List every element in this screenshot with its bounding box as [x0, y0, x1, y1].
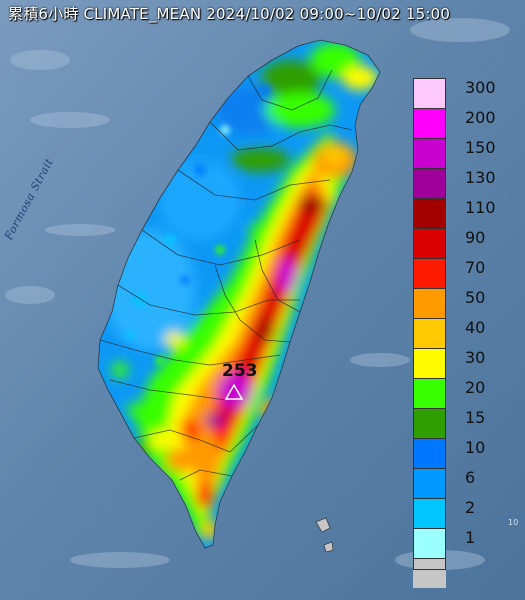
- legend-swatch: [413, 198, 446, 228]
- county-boundaries: [97, 39, 381, 549]
- legend-row: [413, 558, 521, 588]
- map-title: 累積6小時 CLIMATE_MEAN 2024/10/02 09:00~10/0…: [8, 5, 451, 23]
- legend-row: 150: [413, 138, 521, 168]
- edge-mark-text: 10: [508, 518, 519, 527]
- legend-label: 110: [465, 198, 496, 217]
- legend-row: 1: [413, 528, 521, 558]
- legend-label: 20: [465, 378, 486, 397]
- legend-label: 15: [465, 408, 486, 427]
- legend-row: 2: [413, 498, 521, 528]
- legend-label: 10: [465, 438, 486, 457]
- legend-swatch: [413, 108, 446, 138]
- legend-row: 15: [413, 408, 521, 438]
- legend-label: 130: [465, 168, 496, 187]
- legend-row: 20: [413, 378, 521, 408]
- triangle-marker-icon: [224, 383, 244, 400]
- legend-row: 90: [413, 228, 521, 258]
- legend-swatch: [413, 498, 446, 528]
- legend-label: 1: [465, 528, 476, 547]
- peak-rainfall-value: 253: [222, 361, 258, 381]
- legend-label: 40: [465, 318, 486, 337]
- legend-swatch: [413, 78, 446, 108]
- legend-swatch: [413, 138, 446, 168]
- legend-swatch: [413, 438, 446, 468]
- legend-swatch: [413, 528, 446, 558]
- offshore-islets: [315, 517, 334, 553]
- legend-row: 40: [413, 318, 521, 348]
- legend-label: 200: [465, 108, 496, 127]
- legend-swatch: [413, 288, 446, 318]
- legend-row: 70: [413, 258, 521, 288]
- legend-swatch: [413, 318, 446, 348]
- legend-row: 50: [413, 288, 521, 318]
- legend-swatch: [413, 258, 446, 288]
- color-scale-legend: 300 200 150 130 110 90 70 50 40 30 20 15 10 6 2 1: [413, 78, 521, 588]
- legend-swatch: [413, 378, 446, 408]
- legend-label: 2: [465, 498, 476, 517]
- legend-label: 70: [465, 258, 486, 277]
- legend-row: 130: [413, 168, 521, 198]
- legend-swatch: [413, 408, 446, 438]
- legend-row: 6: [413, 468, 521, 498]
- legend-row: 200: [413, 108, 521, 138]
- legend-swatch: [413, 468, 446, 498]
- legend-label: 90: [465, 228, 486, 247]
- legend-label: 300: [465, 78, 496, 97]
- legend-swatch: [413, 168, 446, 198]
- legend-swatch: [413, 558, 446, 588]
- legend-row: 10: [413, 438, 521, 468]
- legend-swatch: [413, 228, 446, 258]
- legend-row: 110: [413, 198, 521, 228]
- legend-label: 6: [465, 468, 476, 487]
- legend-swatch: [413, 348, 446, 378]
- legend-label: 30: [465, 348, 486, 367]
- legend-label: 50: [465, 288, 486, 307]
- legend-label: 150: [465, 138, 496, 157]
- legend-row: 300: [413, 78, 521, 108]
- legend-row: 30: [413, 348, 521, 378]
